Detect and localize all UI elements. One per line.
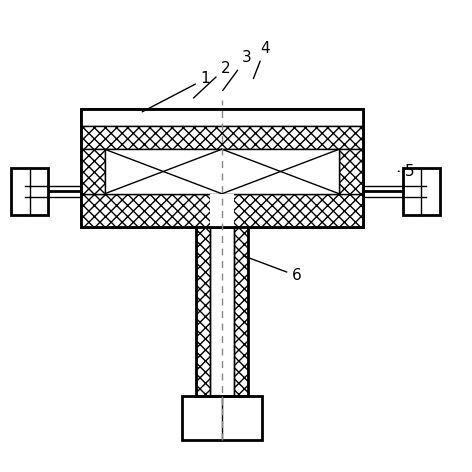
Bar [182,396,262,440]
Bar [210,194,234,227]
Bar [81,149,105,194]
Text: 3: 3 [223,50,252,91]
Bar [81,110,362,227]
Bar [81,194,362,227]
Text: 1: 1 [142,71,211,112]
Bar [105,149,339,194]
Text: 4: 4 [253,41,270,78]
Bar [11,168,48,215]
Bar [196,227,210,396]
Text: 6: 6 [243,256,302,283]
Bar [81,126,362,149]
Bar [234,227,248,396]
Bar [403,168,440,215]
Text: 2: 2 [194,60,230,98]
Text: 5: 5 [398,164,414,179]
Bar [81,110,362,227]
Bar [339,149,362,194]
Bar [81,110,362,126]
